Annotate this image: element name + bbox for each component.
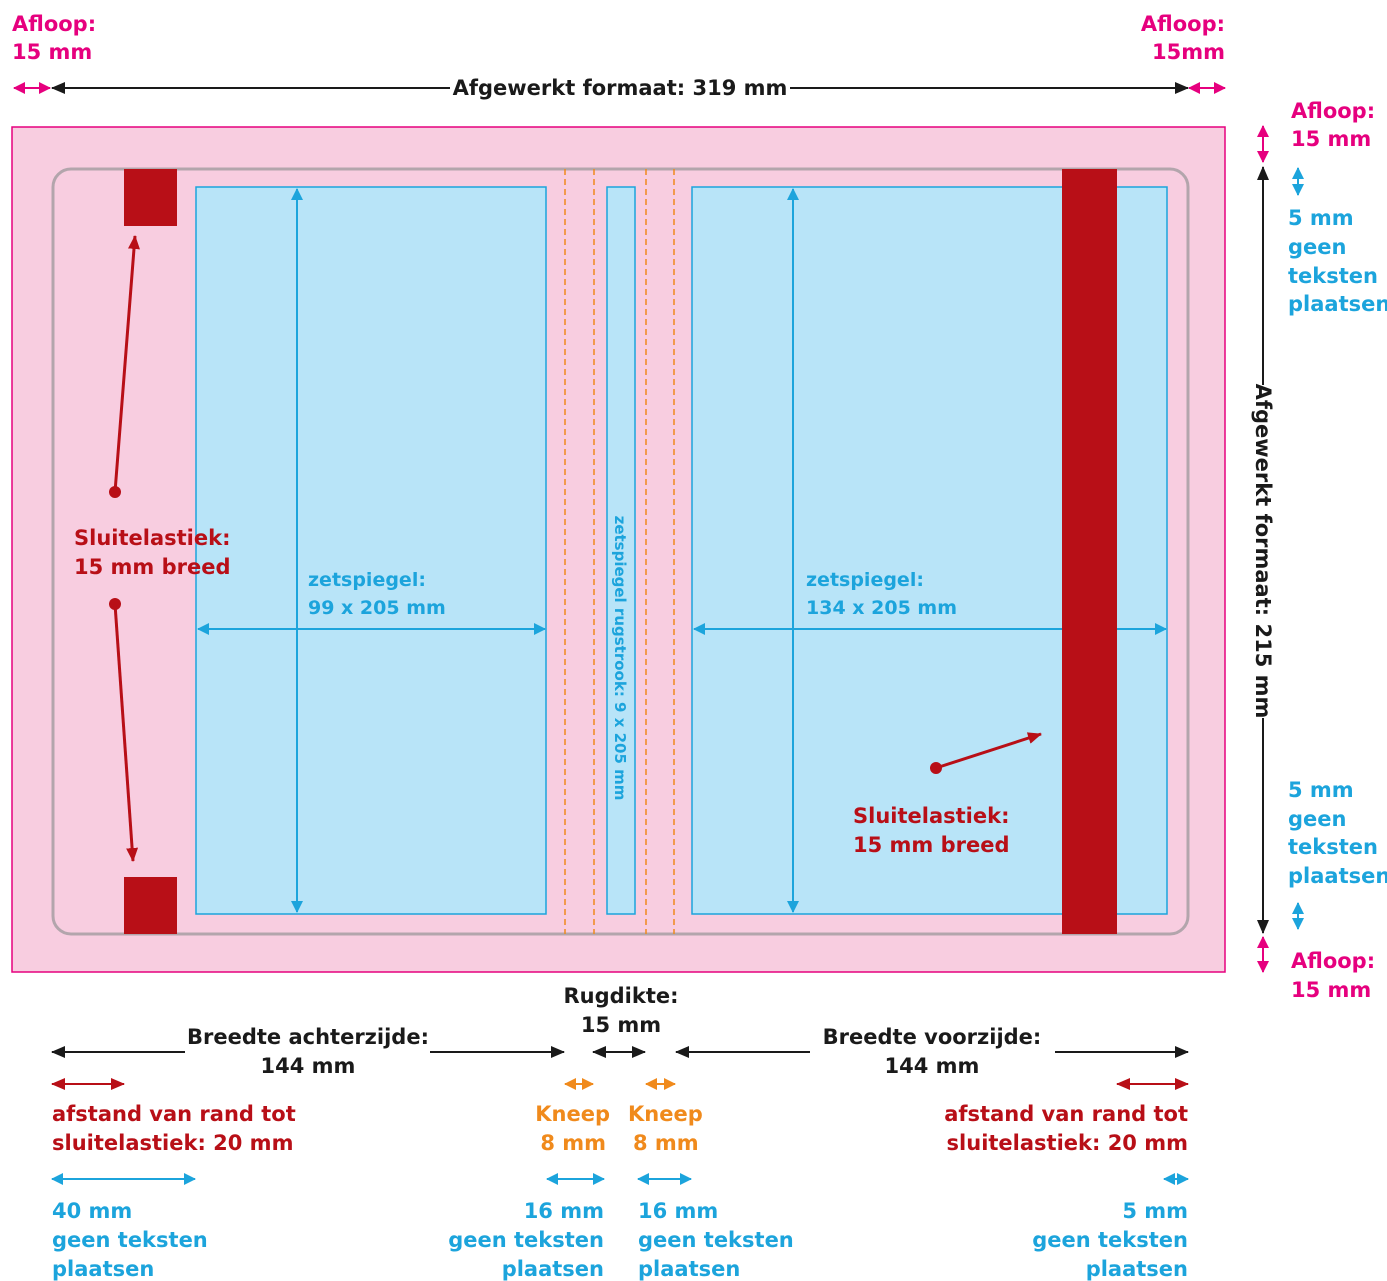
bleed-left-label-1: Afloop: [12, 12, 96, 36]
front-width-label-2: 144 mm [885, 1054, 980, 1078]
no-text-bottom-1: 5 mm [1288, 778, 1354, 802]
front-text-area-label-2: 134 x 205 mm [806, 597, 957, 619]
front-width-label-1: Breedte voorzijde: [823, 1025, 1042, 1049]
hinge-left-label-1: Kneep [535, 1102, 610, 1126]
no-text-16-left-3: plaatsen [502, 1257, 604, 1281]
bleed-right-label-1: Afloop: [1141, 12, 1225, 36]
hinge-right-label-2: 8 mm [633, 1131, 699, 1155]
elastic-front-band [1062, 169, 1117, 934]
no-text-top-1: 5 mm [1288, 206, 1354, 230]
hinge-right-label-1: Kneep [628, 1102, 703, 1126]
bleed-top-label-1: Afloop: [1291, 99, 1375, 123]
spine-text-area-label: zetspiegel rugstrook: 9 x 205 mm [611, 516, 629, 801]
hinge-left-label-2: 8 mm [540, 1131, 606, 1155]
elastic-distance-left-1: afstand van rand tot [52, 1102, 296, 1126]
elastic-distance-right-1: afstand van rand tot [944, 1102, 1188, 1126]
back-text-area-label-1: zetspiegel: [308, 569, 426, 591]
no-text-bottom-3: teksten [1288, 835, 1378, 859]
no-text-top-4: plaatsen [1288, 292, 1387, 316]
no-text-16-left-1: 16 mm [524, 1199, 604, 1223]
finished-width-label: Afgewerkt formaat: 319 mm [453, 76, 788, 100]
bleed-bottom-label-1: Afloop: [1291, 949, 1375, 973]
no-text-40-2: geen teksten [52, 1228, 208, 1252]
no-text-16-left-2: geen teksten [448, 1228, 604, 1252]
no-text-5-3: plaatsen [1086, 1257, 1188, 1281]
back-text-area [195, 186, 547, 915]
elastic-pointer-arrow-3 [935, 732, 1042, 770]
no-text-16-right-3: plaatsen [638, 1257, 740, 1281]
bleed-top-label-2: 15 mm [1291, 127, 1371, 151]
elastic-left-label-1: Sluitelastiek: [74, 526, 230, 550]
no-text-5-2: geen teksten [1032, 1228, 1188, 1252]
elastic-distance-left-2: sluitelastiek: 20 mm [52, 1131, 293, 1155]
elastic-right-label-1: Sluitelastiek: [853, 804, 1009, 828]
no-text-16-right-2: geen teksten [638, 1228, 794, 1252]
no-text-40-1: 40 mm [52, 1199, 132, 1223]
no-text-bottom-4: plaatsen [1288, 864, 1387, 888]
elastic-left-label-2: 15 mm breed [74, 555, 231, 579]
spine-width-label-2: 15 mm [581, 1013, 661, 1037]
bleed-bottom-label-2: 15 mm [1291, 978, 1371, 1002]
bleed-left-label-2: 15 mm [12, 40, 92, 64]
spine-text-area [606, 186, 636, 915]
elastic-back-bottom [124, 877, 177, 934]
elastic-pointer-arrow-2 [113, 603, 139, 862]
elastic-pointer-arrow-1 [113, 235, 140, 493]
finished-height-label: Afgewerkt formaat: 215 mm [1251, 384, 1275, 719]
spine-width-label-1: Rugdikte: [563, 984, 678, 1008]
no-text-top-3: teksten [1288, 264, 1378, 288]
back-text-area-label-2: 99 x 205 mm [308, 597, 446, 619]
elastic-right-label-2: 15 mm breed [853, 833, 1010, 857]
back-width-label-1: Breedte achterzijde: [187, 1025, 429, 1049]
bleed-right-label-2: 15mm [1152, 40, 1225, 64]
elastic-distance-right-2: sluitelastiek: 20 mm [947, 1131, 1188, 1155]
no-text-bottom-2: geen [1288, 807, 1346, 831]
no-text-16-right-1: 16 mm [638, 1199, 718, 1223]
back-width-label-2: 144 mm [261, 1054, 356, 1078]
no-text-40-3: plaatsen [52, 1257, 154, 1281]
no-text-top-2: geen [1288, 235, 1346, 259]
elastic-back-top [124, 169, 177, 226]
front-text-area-label-1: zetspiegel: [806, 569, 924, 591]
trim-line [51, 167, 1190, 936]
no-text-5-1: 5 mm [1122, 1199, 1188, 1223]
